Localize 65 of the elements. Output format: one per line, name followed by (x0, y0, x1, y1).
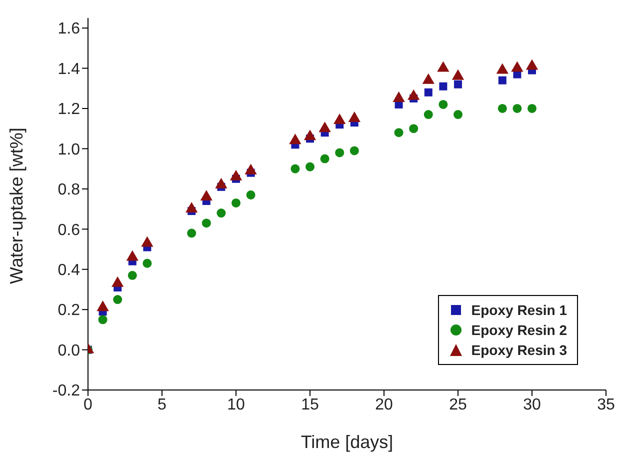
legend-label: Epoxy Resin 1 (471, 301, 567, 320)
point (335, 148, 344, 158)
y-tick-label: 1.0 (58, 141, 80, 158)
x-axis-title: Time [days] (300, 432, 394, 452)
x-tick-label: 20 (375, 396, 393, 414)
x-tick-label: 5 (158, 396, 167, 414)
legend-label: Epoxy Resin 3 (471, 341, 567, 360)
point (320, 154, 330, 164)
point (409, 124, 418, 134)
point (350, 146, 359, 156)
y-axis-title: Water-uptake [wt%] (6, 128, 26, 284)
y-tick-label: 0.4 (58, 262, 80, 280)
point (318, 122, 331, 132)
point (422, 73, 434, 84)
point (454, 80, 462, 88)
point (289, 134, 302, 144)
point (128, 270, 137, 280)
point (230, 170, 242, 180)
point (437, 61, 450, 72)
point (511, 61, 524, 72)
y-tick-label: 0.0 (58, 342, 80, 360)
point (394, 128, 404, 138)
point (244, 164, 257, 174)
point (231, 198, 241, 208)
point (113, 295, 122, 304)
point (348, 112, 360, 122)
y-tick-label: 1.2 (58, 101, 80, 118)
x-tick-label: 30 (523, 396, 541, 414)
point (202, 218, 211, 228)
y-tick-label: 0.8 (58, 182, 80, 199)
point (527, 104, 537, 113)
point (496, 63, 508, 74)
point (246, 190, 256, 200)
point (216, 208, 226, 218)
point (408, 89, 420, 100)
point (439, 82, 448, 90)
point (304, 130, 316, 140)
legend-label: Epoxy Resin 2 (471, 321, 567, 340)
x-tick-label: 25 (449, 396, 467, 414)
point (142, 258, 152, 268)
point (98, 315, 108, 324)
point (290, 164, 300, 174)
x-tick-label: 0 (84, 396, 93, 414)
point (424, 88, 432, 96)
y-tick-label: 1.4 (58, 60, 80, 78)
point (334, 114, 346, 124)
point (526, 59, 538, 70)
y-tick-label: -0.2 (52, 382, 80, 400)
point (452, 69, 464, 80)
x-tick-label: 35 (597, 396, 615, 414)
point (392, 91, 405, 102)
point (498, 104, 507, 113)
point (498, 76, 506, 84)
point (187, 228, 196, 238)
point (424, 110, 433, 120)
point (186, 202, 198, 213)
point (305, 162, 315, 172)
point (453, 110, 463, 120)
y-tick-label: 0.6 (58, 222, 80, 239)
x-tick-label: 10 (227, 396, 245, 414)
y-tick-label: 1.6 (58, 20, 80, 38)
point (512, 104, 522, 113)
point (438, 100, 448, 109)
y-tick-label: 0.2 (58, 302, 80, 320)
x-tick-label: 15 (301, 396, 319, 414)
